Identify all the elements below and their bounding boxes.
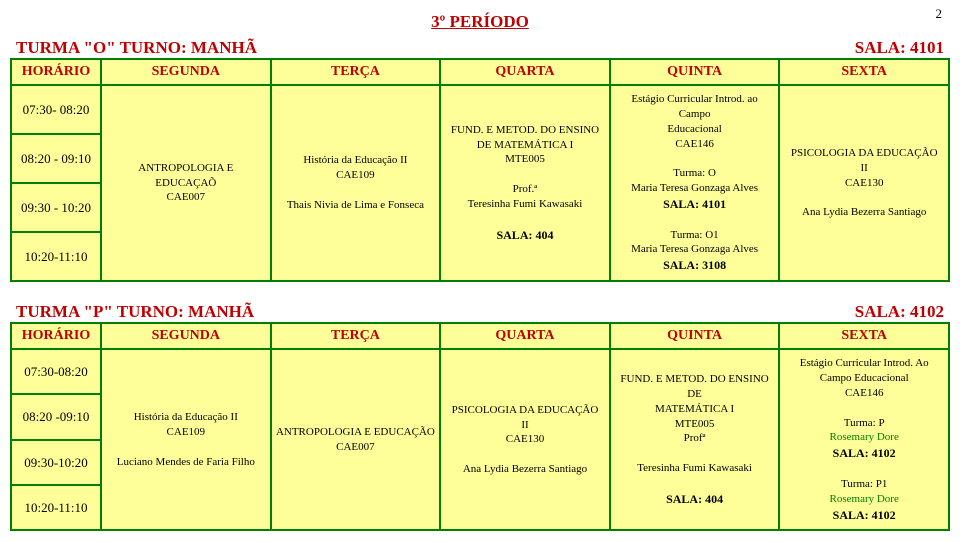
text: Maria Teresa Gonzaga Alves xyxy=(631,243,758,255)
table-header-row: HORÁRIO SEGUNDA TERÇA QUARTA QUINTA SEXT… xyxy=(11,59,949,85)
time-cell: 07:30- 08:20 xyxy=(11,85,101,134)
table-row: 07:30- 08:20 ANTROPOLOGIA E EDUCAÇAÕ CAE… xyxy=(11,85,949,134)
period-title: 3º PERÍODO xyxy=(10,12,950,32)
text: Estágio Curricular Introd. Ao xyxy=(800,357,929,369)
text: História da Educação II xyxy=(303,154,407,166)
col-segunda: SEGUNDA xyxy=(101,59,271,85)
text: MATEMÁTICA I xyxy=(655,403,734,415)
text: FUND. E METOD. DO ENSINO DE xyxy=(620,373,768,400)
text: Teresinha Fumi Kawasaki xyxy=(468,198,583,210)
text: Turma: P1 xyxy=(841,478,887,490)
col-segunda: SEGUNDA xyxy=(101,323,271,349)
turma-p-sala: SALA: 4102 xyxy=(855,302,944,322)
time-cell: 10:20-11:10 xyxy=(11,232,101,281)
text: CAE146 xyxy=(845,387,884,399)
text: MTE005 xyxy=(505,153,545,165)
text: PSICOLOGIA DA EDUCAÇÃO xyxy=(791,147,938,159)
page-number: 2 xyxy=(936,6,943,22)
text: Educacional xyxy=(667,123,721,135)
sala-text: SALA: 4102 xyxy=(833,446,896,460)
text: Teresinha Fumi Kawasaki xyxy=(637,462,752,474)
text: FUND. E METOD. DO ENSINO xyxy=(451,124,599,136)
cell-sexta: Estágio Curricular Introd. Ao Campo Educ… xyxy=(779,349,949,530)
col-terca: TERÇA xyxy=(271,59,441,85)
text: II xyxy=(861,162,868,174)
col-quarta: QUARTA xyxy=(440,59,610,85)
text: Prof.ª xyxy=(513,183,538,195)
text: Turma: O1 xyxy=(670,229,718,241)
text: PSICOLOGIA DA EDUCAÇÃO xyxy=(452,404,599,416)
sala-text: SALA: 404 xyxy=(666,492,723,506)
col-sexta: SEXTA xyxy=(779,323,949,349)
turma-p-label: TURMA "P" TURNO: MANHÃ xyxy=(16,302,254,322)
turma-o-header: TURMA "O" TURNO: MANHÃ SALA: 4101 xyxy=(10,38,950,58)
text: CAE007 xyxy=(336,441,375,453)
text: Ana Lydia Bezerra Santiago xyxy=(802,206,926,218)
text: CAE007 xyxy=(167,191,206,203)
turma-o-label: TURMA "O" TURNO: MANHÃ xyxy=(16,38,257,58)
table-header-row: HORÁRIO SEGUNDA TERÇA QUARTA QUINTA SEXT… xyxy=(11,323,949,349)
cell-segunda: ANTROPOLOGIA E EDUCAÇAÕ CAE007 xyxy=(101,85,271,281)
cell-quinta: Estágio Curricular Introd. ao Campo Educ… xyxy=(610,85,780,281)
col-horario: HORÁRIO xyxy=(11,323,101,349)
sala-text: SALA: 4101 xyxy=(663,197,726,211)
text: Turma: O xyxy=(673,167,716,179)
text: II xyxy=(521,419,528,431)
text: CAE109 xyxy=(336,169,375,181)
text: Profª xyxy=(684,432,706,444)
sala-text: SALA: 4102 xyxy=(833,508,896,522)
text: Campo Educacional xyxy=(820,372,909,384)
time-cell: 08:20 - 09:10 xyxy=(11,134,101,183)
cell-quarta: PSICOLOGIA DA EDUCAÇÃO II CAE130 Ana Lyd… xyxy=(440,349,610,530)
col-sexta: SEXTA xyxy=(779,59,949,85)
text: ANTROPOLOGIA E xyxy=(138,162,233,174)
time-cell: 08:20 -09:10 xyxy=(11,394,101,439)
text: Turma: P xyxy=(844,417,885,429)
text: Maria Teresa Gonzaga Alves xyxy=(631,182,758,194)
schedule-table-o: HORÁRIO SEGUNDA TERÇA QUARTA QUINTA SEXT… xyxy=(10,58,950,282)
time-cell: 09:30-10:20 xyxy=(11,440,101,485)
col-quinta: QUINTA xyxy=(610,323,780,349)
cell-terca: ANTROPOLOGIA E EDUCAÇÃO CAE007 xyxy=(271,349,441,530)
col-quarta: QUARTA xyxy=(440,323,610,349)
turma-p-header: TURMA "P" TURNO: MANHÃ SALA: 4102 xyxy=(10,302,950,322)
col-terca: TERÇA xyxy=(271,323,441,349)
cell-segunda: História da Educação II CAE109 Luciano M… xyxy=(101,349,271,530)
text: CAE109 xyxy=(167,426,206,438)
text: História da Educação II xyxy=(134,411,238,423)
time-cell: 07:30-08:20 xyxy=(11,349,101,394)
sala-text: SALA: 3108 xyxy=(663,258,726,272)
text: Rosemary Dore xyxy=(830,431,899,443)
cell-terca: História da Educação II CAE109 Thais Niv… xyxy=(271,85,441,281)
cell-sexta: PSICOLOGIA DA EDUCAÇÃO II CAE130 Ana Lyd… xyxy=(779,85,949,281)
text: EDUCAÇAÕ xyxy=(155,177,216,189)
text: Luciano Mendes de Faria Filho xyxy=(117,456,255,468)
col-quinta: QUINTA xyxy=(610,59,780,85)
time-cell: 09:30 - 10:20 xyxy=(11,183,101,232)
text: ANTROPOLOGIA E EDUCAÇÃO xyxy=(276,426,435,438)
schedule-table-p: HORÁRIO SEGUNDA TERÇA QUARTA QUINTA SEXT… xyxy=(10,322,950,531)
text: DE MATEMÁTICA I xyxy=(477,139,574,151)
time-cell: 10:20-11:10 xyxy=(11,485,101,530)
text: MTE005 xyxy=(675,418,715,430)
text: CAE130 xyxy=(845,177,884,189)
text: Rosemary Dore xyxy=(830,493,899,505)
sala-text: SALA: 404 xyxy=(496,228,553,242)
cell-quinta: FUND. E METOD. DO ENSINO DE MATEMÁTICA I… xyxy=(610,349,780,530)
text: Estágio Curricular Introd. ao Campo xyxy=(631,93,757,120)
turma-o-sala: SALA: 4101 xyxy=(855,38,944,58)
table-row: 07:30-08:20 História da Educação II CAE1… xyxy=(11,349,949,394)
text: Thais Nivia de Lima e Fonseca xyxy=(287,199,424,211)
text: CAE146 xyxy=(675,138,714,150)
text: Ana Lydia Bezerra Santiago xyxy=(463,463,587,475)
cell-quarta: FUND. E METOD. DO ENSINO DE MATEMÁTICA I… xyxy=(440,85,610,281)
text: CAE130 xyxy=(506,433,545,445)
col-horario: HORÁRIO xyxy=(11,59,101,85)
